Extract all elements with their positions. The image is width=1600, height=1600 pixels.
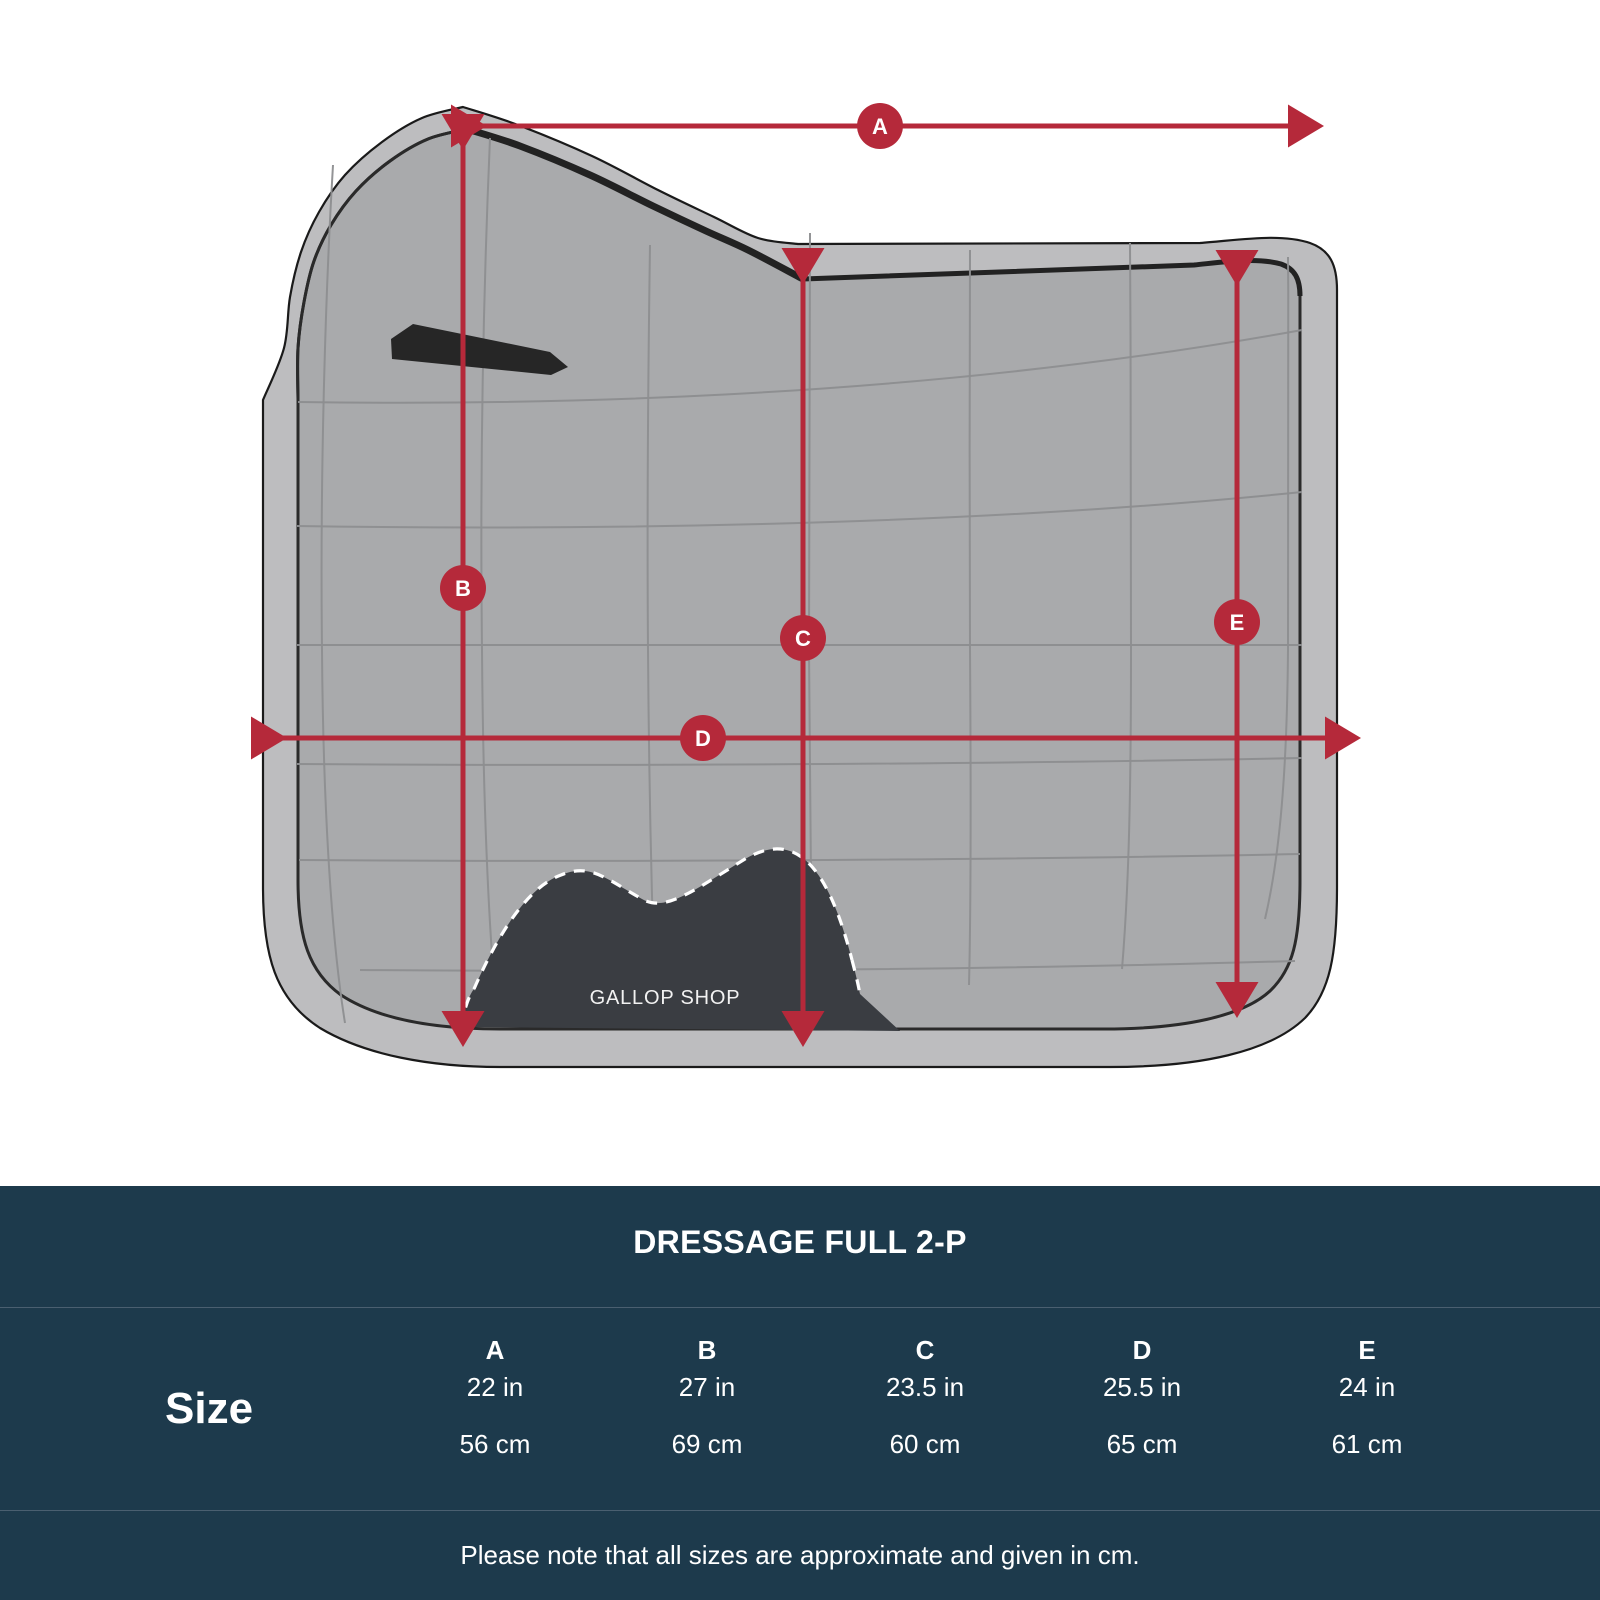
svg-text:B: B [455,576,471,601]
svg-text:GALLOP SHOP: GALLOP SHOP [590,987,741,1009]
svg-text:E: E [1230,610,1245,635]
svg-text:C: C [795,626,811,651]
svg-text:D: D [695,726,711,751]
svg-text:A: A [872,114,888,139]
